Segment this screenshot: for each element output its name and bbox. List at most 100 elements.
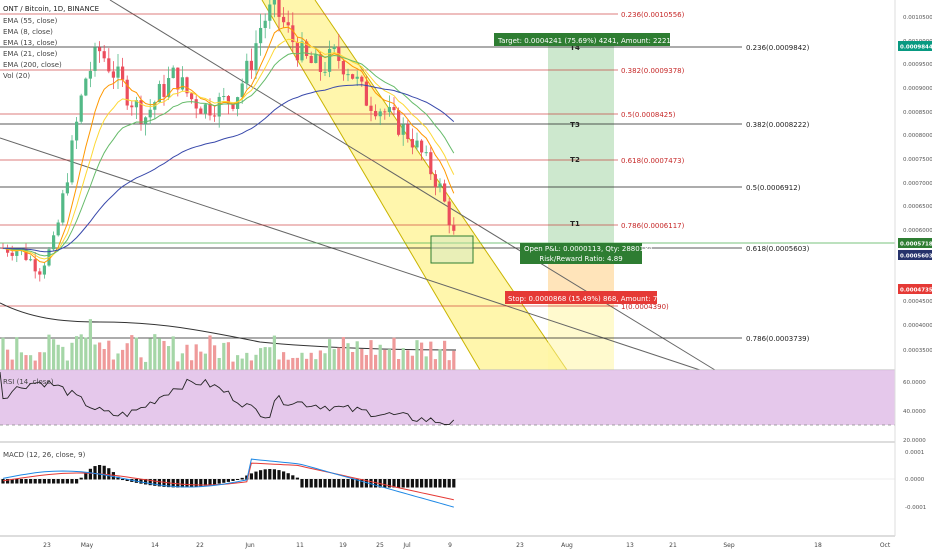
volume-bar	[351, 351, 355, 370]
candle-body	[180, 77, 184, 90]
price-tick-label: 0.0010500	[903, 15, 932, 21]
candle-body	[314, 54, 318, 63]
macd-bar	[282, 471, 286, 480]
macd-bar	[263, 469, 267, 480]
volume-bar	[42, 352, 46, 370]
macd-bar	[203, 479, 207, 486]
candle-body	[102, 51, 106, 59]
macd-bar	[19, 479, 23, 484]
volume-bar	[309, 352, 313, 370]
volume-bar	[291, 357, 295, 370]
volume-bar	[387, 349, 391, 370]
candle-body	[415, 140, 419, 148]
ema-21-line	[2, 52, 455, 257]
candle-body	[286, 22, 290, 26]
ema-8-line	[2, 26, 455, 264]
volume-bar	[203, 353, 207, 370]
volume-bar	[374, 354, 378, 370]
volume-bar	[360, 348, 364, 370]
candle-body	[65, 182, 69, 194]
candle-body	[6, 248, 10, 253]
volume-bar	[420, 342, 424, 370]
indicator-legend-label: EMA (21, close)	[3, 50, 58, 58]
price-tick-label: 0.0008000	[903, 133, 932, 139]
target-label-t1: T1	[570, 220, 580, 228]
volume-bar	[337, 347, 341, 370]
volume-bar	[314, 359, 318, 370]
candle-body	[139, 100, 143, 124]
macd-bar	[387, 479, 391, 488]
macd-tick-label: 0.0000	[905, 477, 925, 483]
volume-bar	[102, 349, 106, 370]
macd-bar	[111, 472, 115, 480]
macd-bar	[374, 479, 378, 488]
macd-bar	[429, 479, 433, 488]
volume-bar	[305, 358, 309, 370]
volume-bar	[364, 354, 368, 370]
target-label-t3: T3	[570, 121, 580, 129]
candle-body	[249, 60, 253, 70]
candle-body	[240, 83, 244, 98]
macd-bar	[226, 479, 230, 482]
macd-bar	[38, 479, 42, 484]
macd-bar	[144, 479, 148, 485]
volume-bar	[236, 355, 240, 370]
candle-body	[364, 81, 368, 106]
volume-bar	[272, 335, 276, 370]
price-tick-label: 0.0007000	[903, 181, 932, 187]
fib-label-left-5: 1(0.0004390)	[621, 303, 669, 311]
macd-bar	[121, 479, 125, 481]
candle-body	[392, 107, 396, 111]
candle-body	[323, 71, 327, 73]
time-tick-label: May	[81, 542, 94, 549]
volume-bar	[93, 344, 97, 370]
volume-bar	[259, 348, 263, 370]
candle-body	[374, 110, 378, 117]
candle-body	[116, 66, 120, 78]
candle-body	[88, 70, 92, 79]
volume-bar	[56, 344, 60, 370]
candle-body	[272, 0, 276, 5]
candle-body	[75, 121, 79, 141]
volume-bar	[199, 351, 203, 370]
volume-group	[1, 319, 456, 370]
volume-bar	[162, 340, 166, 370]
volume-bar	[401, 348, 405, 370]
macd-bar	[447, 479, 451, 488]
macd-bar	[305, 479, 309, 488]
macd-bar	[107, 468, 111, 480]
price-badge-label: 0.0004735	[900, 288, 932, 294]
macd-bar	[98, 465, 102, 480]
time-tick-label: 19	[339, 542, 347, 549]
price-badge-label: 0.0005718	[900, 242, 932, 248]
candle-body	[318, 54, 322, 72]
candle-body	[305, 41, 309, 56]
volume-bar	[369, 340, 373, 370]
trendline-upper	[109, 0, 716, 371]
macd-bar	[383, 479, 387, 488]
macd-bar	[277, 470, 281, 480]
candle-body	[171, 67, 175, 79]
candle-body	[268, 4, 272, 21]
fib-label-left-2: 0.5(0.0008425)	[621, 111, 676, 119]
price-tick-label: 0.0008500	[903, 110, 932, 116]
volume-bar	[98, 342, 102, 370]
stop-label: Stop: 0.0000868 (15.49%) 868, Amount: 75…	[508, 295, 666, 303]
price-badge-bg	[898, 284, 932, 294]
macd-bar	[33, 479, 37, 484]
candle-body	[406, 124, 410, 139]
macd-bar	[291, 475, 295, 480]
candle-body	[42, 265, 46, 275]
volume-bar	[443, 340, 447, 370]
macd-bar	[401, 479, 405, 488]
candle-body	[383, 111, 387, 113]
rsi-label: RSI (14, close)	[3, 378, 54, 386]
candle-body	[236, 97, 240, 109]
fib-label-right-3: 0.618(0.0005603)	[746, 245, 810, 253]
candle-body	[111, 71, 115, 78]
candle-body	[148, 109, 152, 118]
candle-body	[134, 100, 138, 108]
volume-bar	[410, 355, 414, 370]
price-tick-label: 0.0009500	[903, 62, 932, 68]
candle-body	[277, 0, 281, 17]
